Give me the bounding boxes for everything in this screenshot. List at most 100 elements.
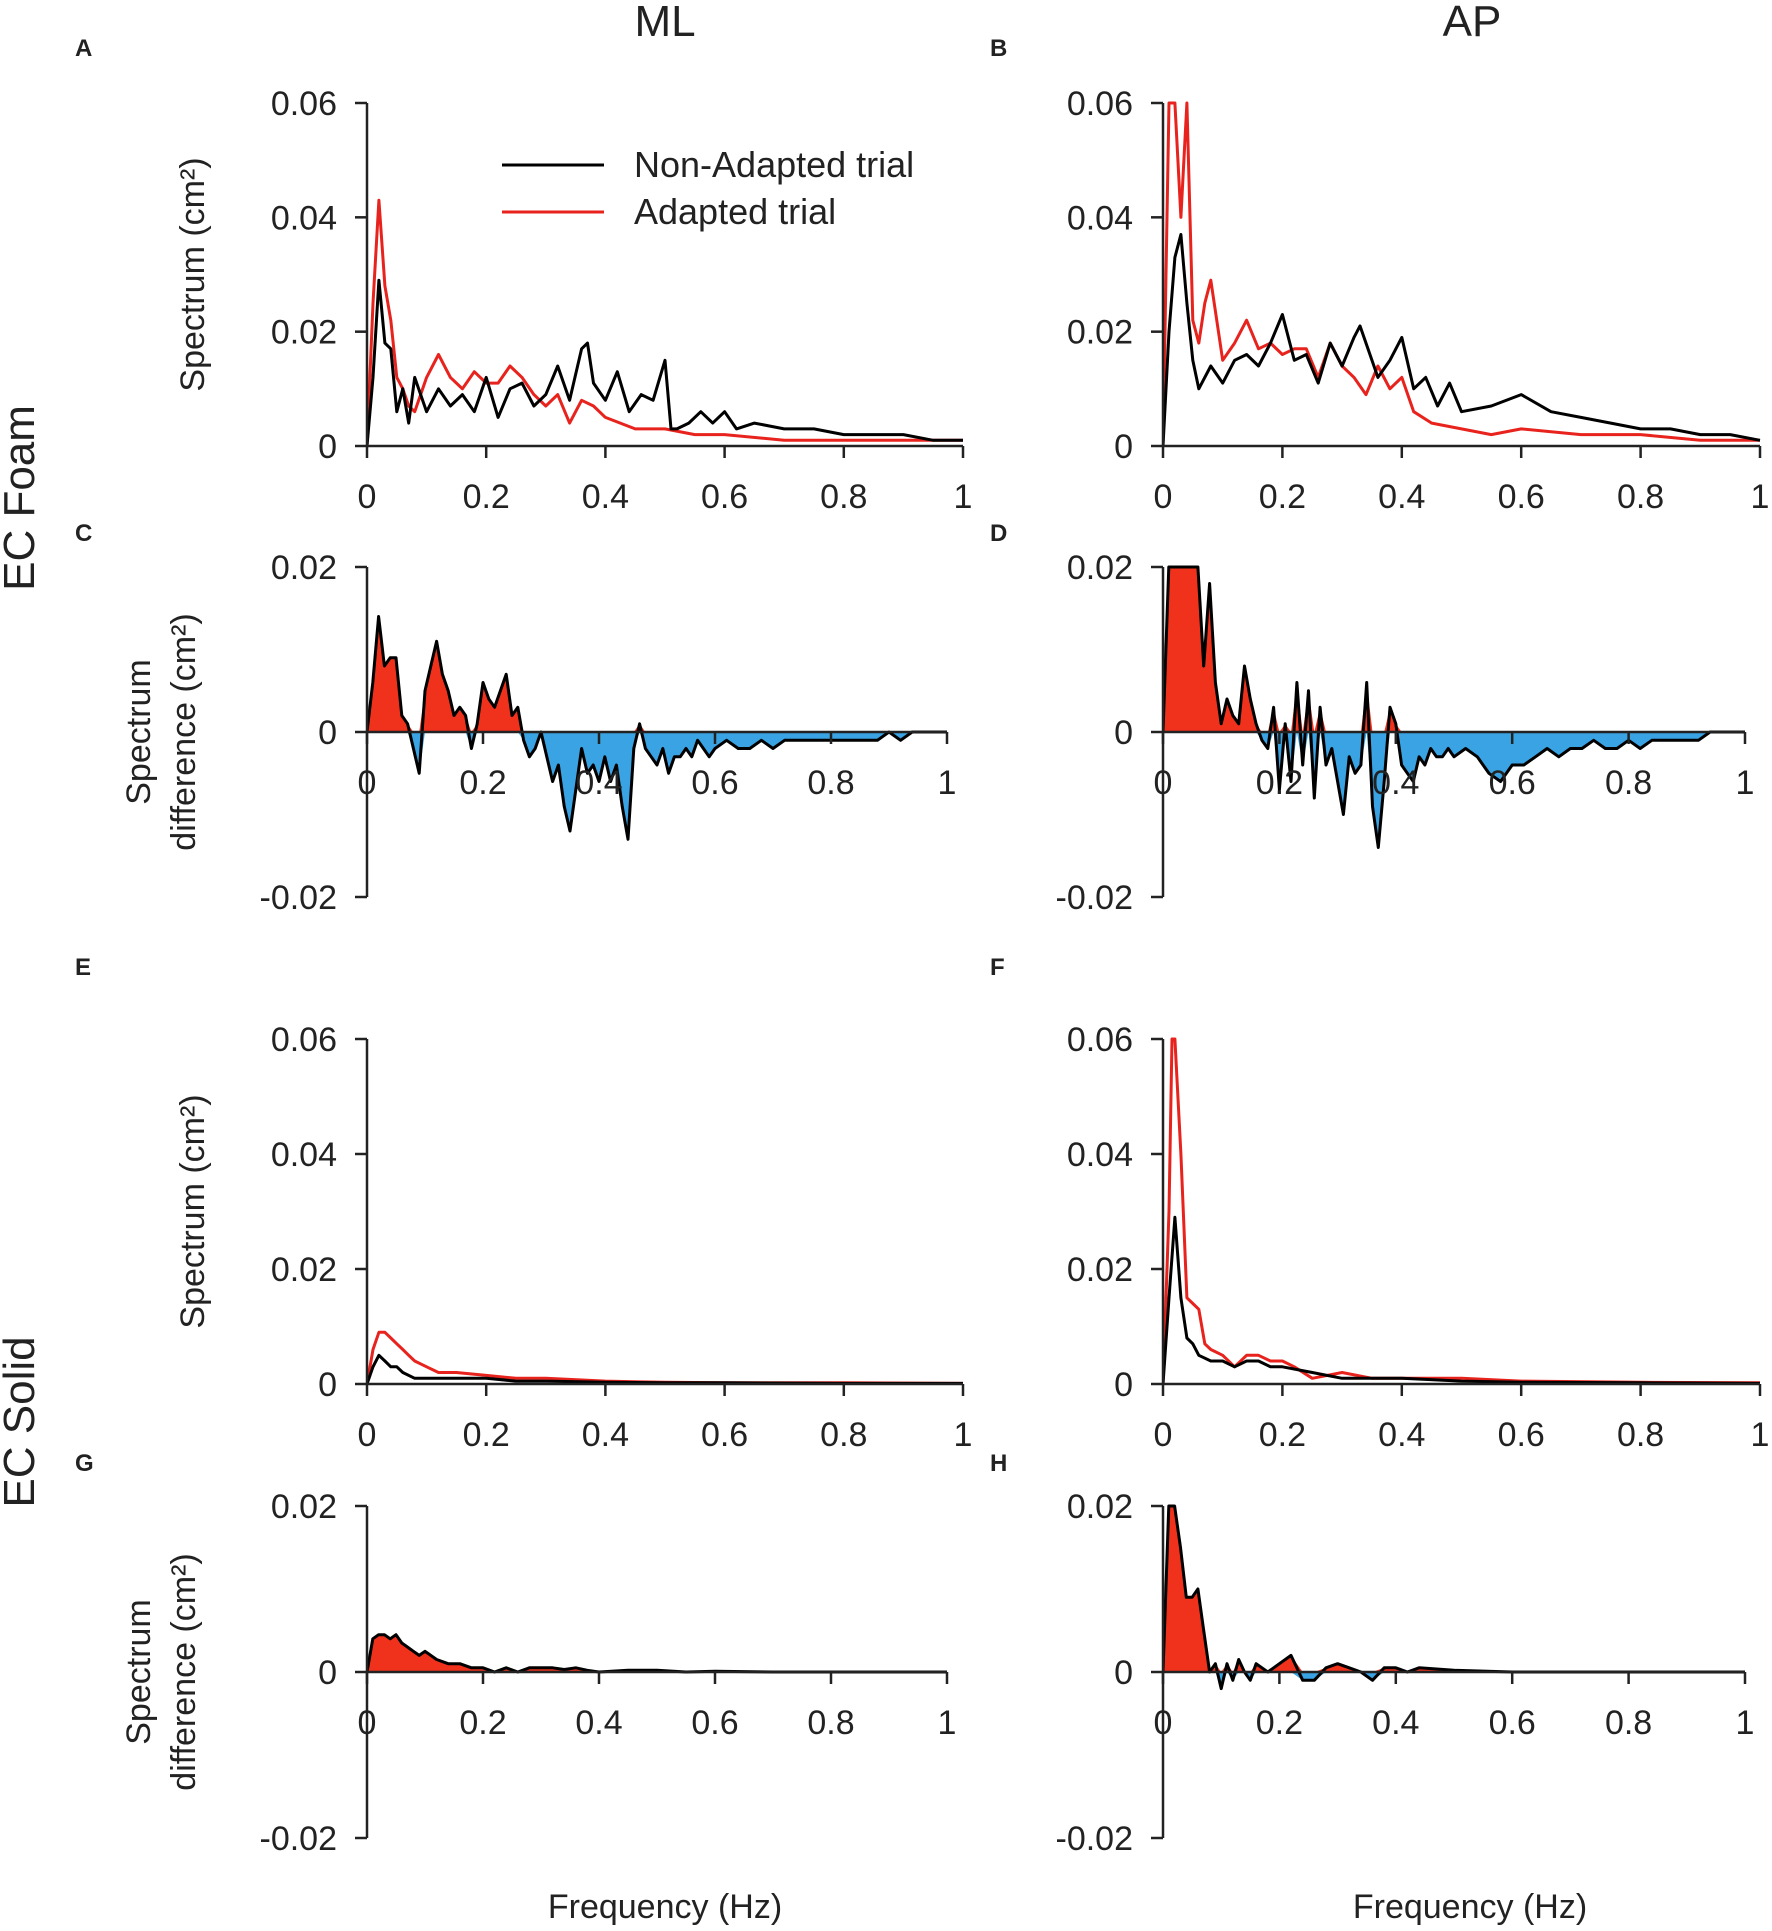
x-tick-label-d: 0.6	[1489, 764, 1536, 802]
legend-label-non-adapted: Non-Adapted trial	[634, 144, 914, 185]
x-tick-label-d: 1	[1736, 764, 1755, 802]
panel-h: H -0.02 0 0.02 0 0.2 0.4 0.6 0.8 1	[990, 1450, 1754, 1858]
y-tick-label-f: 0.04	[1067, 1136, 1133, 1174]
y-tick-label-h: 0	[1114, 1654, 1133, 1692]
column-title-ap: AP	[1443, 0, 1502, 46]
x-tick-label-e: 0.6	[701, 1416, 748, 1454]
x-tick-label-a: 1	[954, 478, 973, 516]
y-axis-title-c: Spectrum	[120, 659, 158, 805]
x-tick-label-d: 0.8	[1605, 764, 1652, 802]
x-tick-label-f: 0.4	[1378, 1416, 1425, 1454]
positive-area-h	[1163, 1506, 1745, 1672]
panel-d: D -0.02 0 0.02 0 0.2 0.4 0.6 0.8 1	[990, 520, 1754, 917]
panel-g: G -0.02 0 0.02 0 0.2 0.4 0.6 0.8 1 Spectrum differe…	[75, 1450, 956, 1858]
negative-area-d	[1163, 732, 1745, 848]
y-tick-label-g: -0.02	[260, 1820, 338, 1858]
x-tick-label-d: 0.4	[1372, 764, 1419, 802]
series-non-adapted-trial-e	[367, 1353, 963, 1385]
y-tick-label-g: 0	[318, 1654, 337, 1692]
y-tick-label-d: -0.02	[1056, 879, 1134, 917]
y-tick-label-b: 0.06	[1067, 85, 1133, 123]
x-tick-label-g: 0.2	[459, 1704, 506, 1742]
panel-f: F 0 0.02 0.04 0.06 0 0.2 0.4 0.6 0.8 1	[990, 954, 1769, 1454]
x-tick-label-b: 1	[1751, 478, 1770, 516]
x-tick-label-a: 0.2	[463, 478, 510, 516]
x-tick-label-c: 0.6	[691, 764, 738, 802]
x-tick-label-b: 0.4	[1378, 478, 1425, 516]
y-tick-label-e: 0.04	[271, 1136, 337, 1174]
series-adapted-trial-f	[1163, 1037, 1761, 1385]
panel-letter-e: E	[75, 954, 91, 981]
panel-letter-h: H	[990, 1450, 1007, 1477]
x-axis-title-ap: Frequency (Hz)	[1353, 1888, 1587, 1926]
x-tick-label-g: 0.8	[807, 1704, 854, 1742]
y-axis-title-g: Spectrum	[120, 1599, 158, 1745]
x-tick-label-f: 1	[1751, 1416, 1770, 1454]
x-tick-label-d: 0.2	[1256, 764, 1303, 802]
x-tick-label-f: 0.8	[1617, 1416, 1664, 1454]
x-tick-label-e: 1	[954, 1416, 973, 1454]
negative-area-c	[367, 732, 947, 840]
x-tick-label-b: 0.6	[1498, 478, 1545, 516]
x-tick-label-h: 0.2	[1256, 1704, 1303, 1742]
x-tick-label-e: 0	[358, 1416, 377, 1454]
x-axis-title-ml: Frequency (Hz)	[548, 1888, 782, 1926]
x-tick-label-g: 0.4	[575, 1704, 622, 1742]
y-tick-label-d: 0.02	[1067, 549, 1133, 587]
panel-e: E 0 0.02 0.04 0.06 0 0.2 0.4 0.6 0.8 1 Spectrum (cm…	[75, 954, 972, 1454]
x-tick-label-e: 0.8	[820, 1416, 867, 1454]
x-tick-label-c: 0	[358, 764, 377, 802]
y-tick-label-e: 0	[318, 1366, 337, 1404]
series-non-adapted-trial-f	[1163, 1215, 1761, 1385]
y-axis-title-line2-g: difference (cm²)	[165, 1553, 203, 1790]
panel-b: B 0 0.02 0.04 0.06 0 0.2 0.4 0.6 0.8 1	[990, 35, 1769, 516]
x-tick-label-h: 0.4	[1372, 1704, 1419, 1742]
x-tick-label-a: 0.8	[820, 478, 867, 516]
x-tick-label-c: 0.8	[807, 764, 854, 802]
y-tick-label-b: 0.02	[1067, 314, 1133, 352]
y-tick-label-h: -0.02	[1056, 1820, 1134, 1858]
x-tick-label-g: 0	[358, 1704, 377, 1742]
x-tick-label-b: 0	[1154, 478, 1173, 516]
y-tick-label-f: 0.06	[1067, 1021, 1133, 1059]
x-tick-label-g: 1	[938, 1704, 957, 1742]
x-tick-label-a: 0.4	[582, 478, 629, 516]
x-tick-label-e: 0.2	[463, 1416, 510, 1454]
legend: Non-Adapted trial Adapted trial	[502, 144, 914, 232]
panel-letter-a: A	[75, 35, 92, 62]
y-tick-label-a: 0.06	[271, 85, 337, 123]
panel-letter-g: G	[75, 1450, 94, 1477]
series-adapted-trial-a	[367, 198, 963, 447]
row-title-ec-foam: EC Foam	[0, 405, 44, 591]
x-tick-label-a: 0	[358, 478, 377, 516]
series-non-adapted-trial-b	[1163, 233, 1761, 447]
panel-a: A 0 0.02 0.04 0.06 0 0.2 0.4 0.6 0.8 1 Spectrum (cm…	[75, 35, 972, 516]
x-tick-label-h: 0.6	[1489, 1704, 1536, 1742]
positive-area-c	[367, 616, 947, 732]
x-tick-label-b: 0.8	[1617, 478, 1664, 516]
y-tick-label-a: 0	[318, 428, 337, 466]
series-difference-h	[1163, 1504, 1745, 1691]
series-non-adapted-trial-a	[367, 278, 963, 447]
panel-letter-c: C	[75, 520, 92, 547]
y-tick-label-d: 0	[1114, 714, 1133, 752]
y-axis-title-line2-c: difference (cm²)	[165, 613, 203, 850]
panel-letter-b: B	[990, 35, 1007, 62]
x-tick-label-c: 0.2	[459, 764, 506, 802]
y-tick-label-f: 0	[1114, 1366, 1133, 1404]
x-tick-label-e: 0.4	[582, 1416, 629, 1454]
y-tick-label-a: 0.04	[271, 199, 337, 237]
legend-label-adapted: Adapted trial	[634, 191, 836, 232]
x-tick-label-f: 0.2	[1259, 1416, 1306, 1454]
panel-c: C -0.02 0 0.02 0 0.2 0.4 0.6 0.8 1 Spectrum differe…	[75, 520, 956, 917]
x-tick-label-a: 0.6	[701, 478, 748, 516]
x-tick-label-d: 0	[1154, 764, 1173, 802]
y-tick-label-e: 0.06	[271, 1021, 337, 1059]
series-difference-c	[367, 615, 947, 841]
x-tick-label-f: 0	[1154, 1416, 1173, 1454]
x-tick-label-h: 1	[1736, 1704, 1755, 1742]
x-tick-label-b: 0.2	[1259, 478, 1306, 516]
y-tick-label-b: 0	[1114, 428, 1133, 466]
x-tick-label-g: 0.6	[691, 1704, 738, 1742]
